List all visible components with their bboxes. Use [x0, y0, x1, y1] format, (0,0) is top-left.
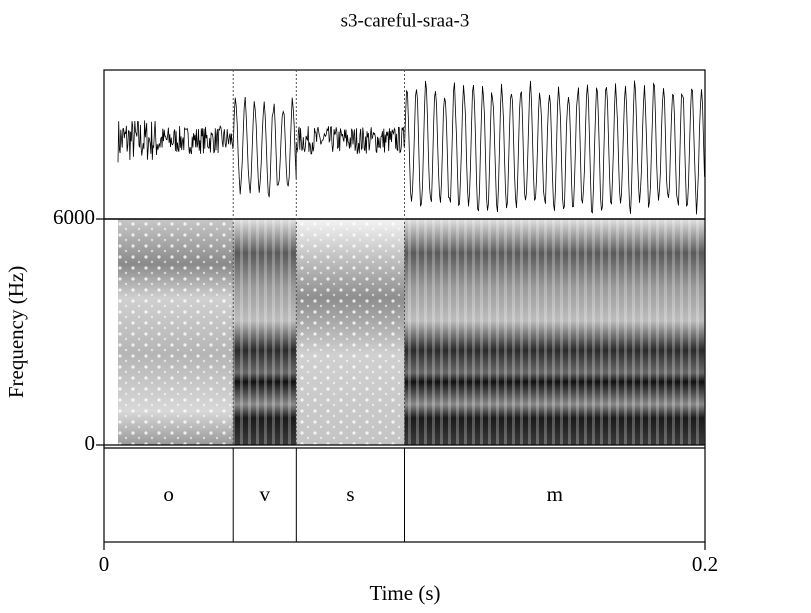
- x-tick-label: 0: [99, 552, 110, 576]
- spectrogram-texture: [118, 219, 234, 445]
- interval-label: v: [260, 482, 271, 506]
- interval-label: s: [346, 482, 354, 506]
- spectrogram-texture: [296, 219, 405, 445]
- interval-label: o: [163, 482, 174, 506]
- y-tick-label: 6000: [53, 205, 95, 229]
- y-axis-label: Frequency (Hz): [4, 266, 28, 398]
- x-tick-label: 0.2: [692, 552, 718, 576]
- y-tick-label: 0: [85, 431, 96, 455]
- spectrogram-texture: [233, 219, 297, 445]
- spectrogram: [118, 219, 705, 445]
- interval-label: m: [547, 482, 563, 506]
- chart-title: s3-careful-sraa-3: [341, 10, 470, 31]
- waveform-trace: [117, 80, 705, 215]
- waveform: [117, 80, 705, 215]
- spectrogram-texture: [404, 219, 705, 445]
- x-axis-label: Time (s): [370, 581, 441, 605]
